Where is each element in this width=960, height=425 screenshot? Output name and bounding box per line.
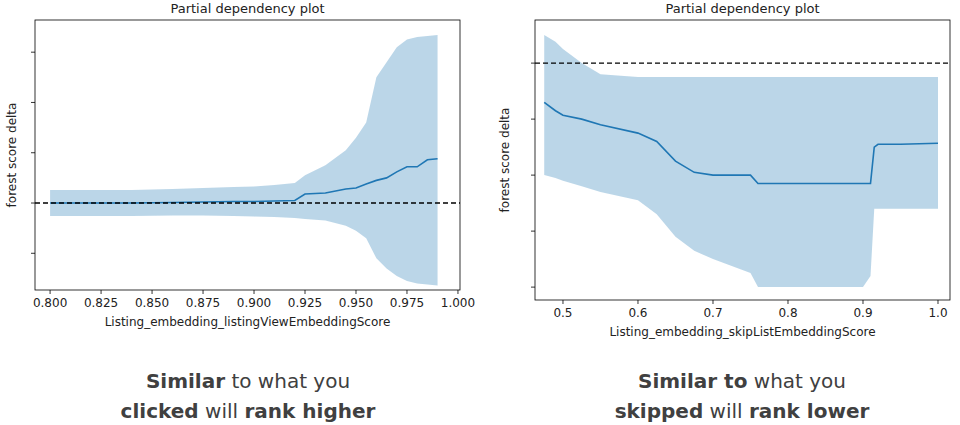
x-tick	[254, 290, 255, 294]
y-axis-label: forest score delta	[498, 108, 512, 213]
caption-segment: skipped	[615, 399, 704, 423]
chart: Partial dependency plot 0.5 0.6 0.7 0.8 0.9 1.…	[498, 1, 951, 423]
x-tick	[355, 290, 356, 294]
x-tick-label: 0.875	[186, 296, 220, 310]
y-tick	[531, 119, 535, 120]
x-tick-label: 0.825	[84, 296, 118, 310]
x-tick-label: 0.800	[33, 296, 67, 310]
x-tick-label: 0.8	[778, 306, 797, 320]
title: Partial dependency plot	[665, 1, 819, 16]
x-tick-label: 0.5	[553, 306, 572, 320]
frame	[35, 20, 460, 290]
x-tick-label: 0.6	[628, 306, 647, 320]
confidence-band	[50, 35, 437, 285]
y-tick	[31, 52, 35, 53]
chart: Partial dependency plot 0.800 0.825 0.850 0.…	[5, 1, 476, 423]
y-tick	[531, 231, 535, 232]
y-tick	[31, 102, 35, 103]
x-tick	[787, 300, 788, 304]
x-tick	[637, 300, 638, 304]
x-tick-label: 1.000	[441, 296, 475, 310]
x-axis-label: Listing_embedding_skipListEmbeddingScore	[609, 325, 875, 339]
x-tick-label: 0.9	[853, 306, 872, 320]
y-tick	[531, 287, 535, 288]
x-tick	[712, 300, 713, 304]
x-tick	[862, 300, 863, 304]
x-tick	[305, 290, 306, 294]
pdp-line	[50, 159, 437, 203]
x-tick	[937, 300, 938, 304]
x-tick-label: 1.0	[928, 306, 947, 320]
caption-line: clicked will rank higher	[121, 399, 376, 423]
x-tick	[50, 290, 51, 294]
y-tick	[31, 152, 35, 153]
caption-line: Similar to what you	[638, 369, 846, 393]
y-tick	[31, 203, 35, 204]
caption-line: skipped will rank lower	[615, 399, 870, 423]
caption-segment: what you	[747, 369, 846, 393]
x-axis-label: Listing_embedding_listingViewEmbeddingSc…	[105, 315, 391, 329]
x-tick-label: 0.975	[390, 296, 424, 310]
x-tick-label: 0.950	[339, 296, 373, 310]
frame	[535, 20, 950, 300]
title: Partial dependency plot	[170, 1, 324, 16]
caption-segment: will	[703, 399, 749, 423]
caption-segment: clicked	[121, 399, 199, 423]
confidence-band	[544, 35, 938, 287]
caption-segment: will	[199, 399, 245, 423]
x-tick-label: 0.7	[703, 306, 722, 320]
x-tick-label: 0.850	[135, 296, 169, 310]
x-tick	[562, 300, 563, 304]
plot-area	[535, 35, 950, 287]
y-tick	[531, 175, 535, 176]
x-tick	[406, 290, 407, 294]
x-tick-label: 0.925	[288, 296, 322, 310]
caption-segment: rank lower	[749, 399, 869, 423]
x-tick	[101, 290, 102, 294]
x-tick	[152, 290, 153, 294]
caption-line: Similar to what you	[146, 369, 350, 393]
baseline	[35, 202, 460, 203]
y-tick	[31, 253, 35, 254]
caption-segment: to what you	[225, 369, 350, 393]
figure: Partial dependency plot 0.800 0.825 0.850 0.…	[0, 0, 960, 425]
caption-segment: rank higher	[244, 399, 375, 423]
y-axis-label: forest score delta	[5, 103, 19, 208]
plot-area	[35, 35, 460, 285]
caption-segment: Similar	[146, 369, 225, 393]
baseline	[535, 62, 950, 63]
x-tick	[203, 290, 204, 294]
y-tick	[531, 63, 535, 64]
x-tick-label: 0.900	[237, 296, 271, 310]
x-tick	[457, 290, 458, 294]
pdp-line	[544, 102, 938, 183]
caption-segment: Similar to	[638, 369, 747, 393]
